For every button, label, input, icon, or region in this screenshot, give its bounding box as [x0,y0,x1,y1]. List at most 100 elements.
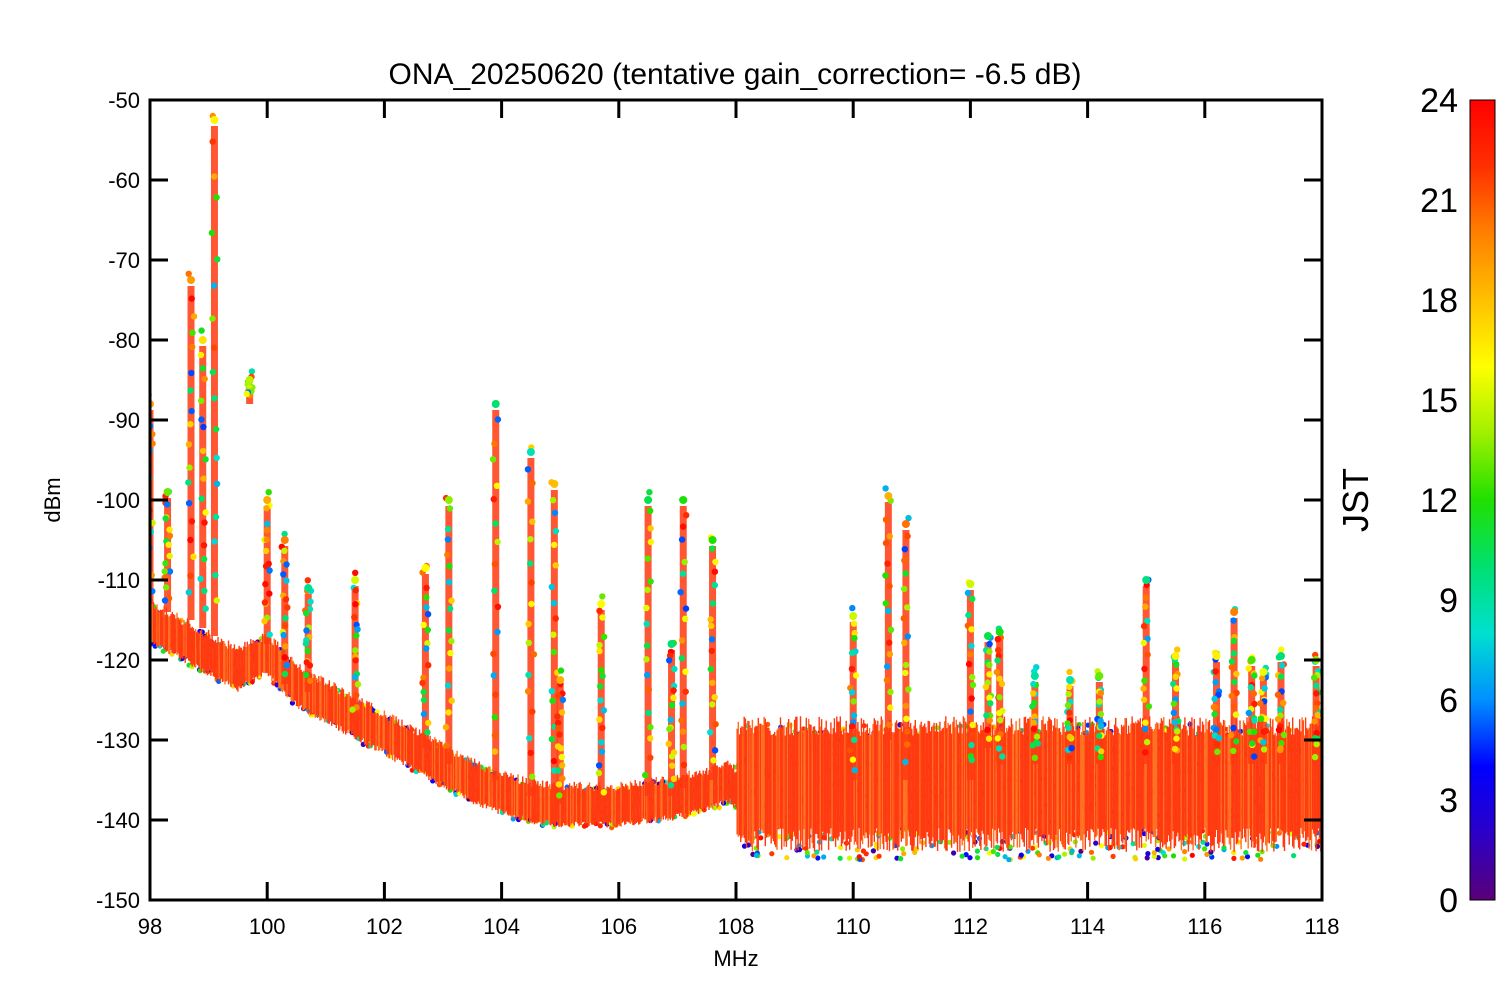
y-tick-label: -60 [108,168,140,193]
peak-point [995,646,1002,654]
peak-point [1314,712,1322,719]
scatter-point [914,846,920,852]
signal-peak [1210,649,1223,764]
peak-point [165,541,172,548]
scatter-point [691,811,697,817]
peak-point [444,682,452,689]
scatter-point [1045,855,1051,861]
peak-point [1033,733,1041,740]
peak-point [1261,685,1268,692]
peak-point [1257,715,1265,722]
peak-point [682,668,689,675]
peak-point [682,605,690,612]
peak-point [683,512,690,519]
peak-point [162,584,170,591]
signal-peak [1227,606,1240,764]
peak-point [198,397,205,404]
peak-top-point [198,336,207,344]
peak-point [904,633,911,640]
peak-point [882,516,890,523]
peak-point [201,375,208,383]
signal-peak [964,579,977,780]
peak-point [1140,696,1148,703]
peak-point [282,596,290,603]
peak-point [1230,747,1237,755]
peak-point [986,661,993,669]
peak-point [1274,716,1282,723]
peak-top-point [263,496,272,504]
y-tick-label: -130 [96,728,140,753]
peak-point [708,622,715,630]
x-tick-label: 112 [953,914,988,939]
peak-point [982,683,990,691]
peak-point [882,600,889,607]
peak-point [248,368,256,375]
signal-peak [1140,576,1153,764]
peak-point [964,589,972,597]
peak-top-point [966,580,975,588]
scatter-point [1141,842,1147,849]
peak-point [643,620,650,628]
peak-point [983,712,990,719]
peak-point [213,597,220,604]
peak-point [1233,670,1240,678]
peak-point [1314,700,1321,707]
signal-peak [524,444,538,796]
peak-point [187,536,194,544]
peak-point [186,464,193,471]
scatter-point [804,850,810,856]
signal-peak [677,496,690,788]
peak-point [883,677,891,684]
peak-point [554,767,562,774]
peak-point [420,696,428,704]
scatter-point [995,851,1001,858]
peak-point [491,440,498,447]
peak-point [1066,709,1073,716]
peak-point [557,745,565,752]
peak-point [665,740,672,747]
y-tick-label: -100 [96,488,140,513]
peak-top-point [421,564,430,572]
peak-point [1066,754,1073,762]
scatter-point [1110,853,1116,860]
peak-point [549,697,556,705]
peak-point [904,532,911,540]
peak-point [711,582,718,589]
peak-point [1211,695,1218,703]
peak-point [1140,623,1148,630]
peak-point [1231,678,1238,686]
peak-point [1213,726,1220,733]
peak-point [199,365,206,372]
peak-point [1278,646,1285,653]
noise-band-series [150,598,1322,852]
peak-point [668,762,676,769]
colorbar-ticks: 24 21 18 15 12 9 6 3 0 [1420,82,1458,920]
x-tick-label: 116 [1187,914,1222,939]
peak-point [425,662,432,669]
peak-top-point [644,496,653,504]
peak-point [1233,689,1240,697]
peak-point [551,541,558,549]
peak-point [887,626,895,633]
y-tick-label: -90 [108,408,140,433]
peak-point [283,577,290,584]
peak-point [645,686,652,693]
peak-point [1233,738,1240,745]
peak-point [263,527,271,534]
peak-point [266,590,273,597]
peak-point [266,567,273,574]
peak-point [848,665,856,673]
peak-point [185,589,192,596]
scatter-point [1062,851,1068,857]
peak-point [446,563,453,570]
signal-peak [1094,668,1105,764]
peak-point [261,617,268,625]
peak-point [598,748,606,755]
peak-point [489,456,497,463]
colorbar-tick-label: 18 [1420,282,1458,320]
colorbar-label: JST [1335,468,1376,532]
peak-point [850,698,857,705]
x-tick-label: 108 [718,914,755,939]
peak-point [969,721,976,729]
peak-point [647,525,654,532]
